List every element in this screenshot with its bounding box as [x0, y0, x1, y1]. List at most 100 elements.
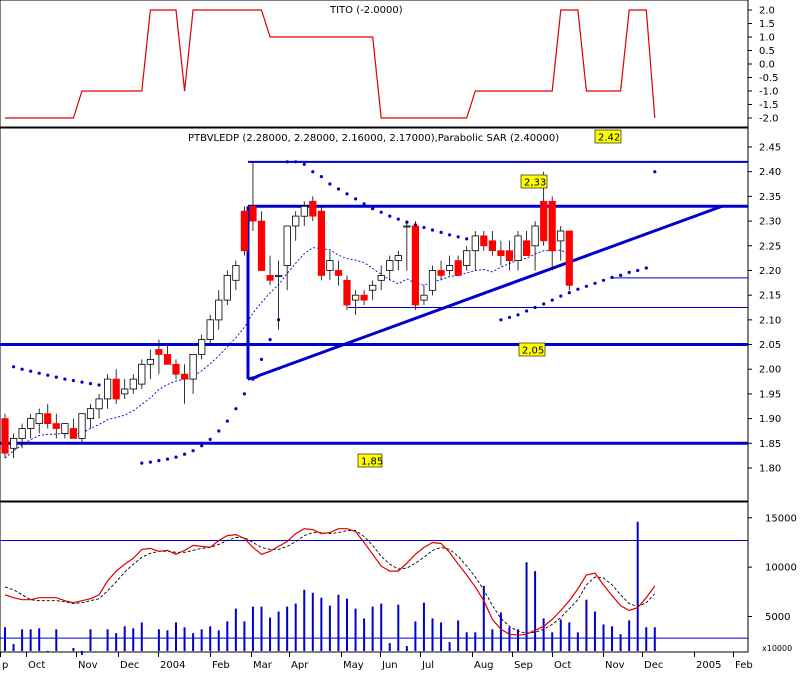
- sar-dot: [379, 210, 383, 214]
- x-tick-label: Jul: [421, 660, 434, 671]
- candle-body: [232, 265, 240, 281]
- candle-body: [129, 378, 137, 390]
- sar-dot: [285, 160, 289, 164]
- sar-dot: [191, 449, 195, 453]
- sar-dot: [97, 383, 101, 387]
- candle-body: [155, 349, 163, 355]
- candle-body: [428, 270, 437, 291]
- sar-dot: [627, 270, 631, 274]
- price-title: PTBVLEDP (2.28000, 2.28000, 2.16000, 2.1…: [188, 133, 559, 144]
- candle-body: [283, 225, 291, 266]
- sar-dot: [542, 302, 546, 306]
- price-tick-label: 1.80: [759, 464, 781, 475]
- price-panel: PTBVLEDP (2.28000, 2.28000, 2.16000, 2.1…: [0, 129, 781, 475]
- tito-title: TITO (-2.0000): [329, 5, 403, 16]
- candle-body: [309, 200, 317, 217]
- tito-tick-label: 0.0: [759, 60, 775, 71]
- x-axis: p Oct Nov Dec 2004 Feb Mar Apr May Jun Jul Aug Sep Oc…: [0, 652, 753, 671]
- sar-dot: [37, 371, 41, 375]
- candle-body: [488, 240, 497, 252]
- candle-body: [274, 274, 283, 277]
- sar-dot: [354, 197, 358, 201]
- candle-body: [104, 378, 112, 400]
- candle-body: [343, 279, 351, 306]
- sar-dot: [533, 305, 537, 310]
- candle-body: [454, 260, 462, 276]
- candle-body: [523, 240, 531, 257]
- candle-body: [223, 274, 231, 301]
- sar-dot: [328, 182, 332, 186]
- candle-body: [35, 413, 43, 425]
- x-tick-label: Feb: [212, 660, 230, 671]
- candle-body: [146, 358, 154, 365]
- candle-body: [471, 235, 479, 252]
- sar-dot: [71, 379, 75, 383]
- candle-body: [377, 274, 385, 281]
- tito-tick-label: -2.0: [759, 114, 779, 125]
- sar-dot: [259, 357, 264, 361]
- sar-dot: [345, 192, 349, 196]
- candle-body: [189, 353, 197, 380]
- candle-body: [497, 250, 505, 256]
- sar-dot: [140, 461, 144, 465]
- sar-dot: [610, 275, 614, 279]
- price-tick-label: 2.40: [759, 167, 781, 178]
- candle-body: [394, 255, 402, 261]
- price-tick-label: 1.85: [759, 439, 781, 450]
- candle-body: [505, 250, 514, 261]
- price-annotation-box: [518, 342, 546, 357]
- sar-dot: [234, 407, 238, 411]
- price-tick-label: 2.20: [759, 266, 781, 277]
- candle-body: [369, 284, 377, 291]
- sar-dot: [46, 373, 50, 377]
- x-tick-label: Dec: [644, 660, 663, 671]
- candle-body: [300, 205, 308, 217]
- oscillator-line: [4, 528, 656, 636]
- sar-dot: [362, 202, 366, 206]
- sar-dot: [507, 315, 512, 319]
- candle-body: [351, 294, 360, 301]
- sar-dot: [653, 170, 657, 174]
- candle-body: [180, 373, 189, 380]
- sar-dot: [20, 367, 24, 371]
- x-tick-label: Mar: [253, 660, 273, 671]
- sar-dot: [319, 175, 323, 179]
- price-annotation-label: 2,05: [522, 346, 544, 357]
- sar-dot: [80, 380, 84, 384]
- price-tick-label: 1.95: [759, 389, 781, 400]
- sar-dot: [396, 217, 400, 221]
- x-tick-label: Oct: [554, 660, 571, 671]
- x-tick-label: Apr: [291, 660, 309, 671]
- candle-body: [360, 294, 368, 301]
- sar-dot: [302, 162, 306, 166]
- candle-body: [44, 413, 52, 425]
- candle-body: [9, 437, 18, 449]
- sar-dot: [567, 291, 571, 295]
- candlesticks: [1, 161, 573, 459]
- sar-dot: [439, 230, 443, 234]
- sar-dot: [456, 235, 460, 239]
- candle-body: [95, 398, 103, 410]
- candle-body: [86, 408, 95, 420]
- candle-body: [445, 265, 454, 271]
- candle-body: [463, 250, 471, 266]
- sar-dot: [601, 278, 606, 282]
- price-annotation-box: [357, 453, 383, 468]
- price-tick-label: 2.10: [759, 315, 781, 326]
- parabolic-sar-dots: [12, 160, 657, 465]
- x-tick-label: Dec: [120, 660, 139, 671]
- sar-dot: [174, 455, 178, 459]
- candle-body: [292, 215, 300, 227]
- sar-dot: [619, 273, 623, 277]
- x-tick-label: p: [2, 660, 8, 671]
- price-tick-label: 2.05: [759, 340, 781, 351]
- price-tick-label: 2.35: [759, 192, 781, 203]
- sar-dot: [200, 444, 204, 448]
- sar-dot: [516, 313, 520, 317]
- tito-panel: TITO (-2.0000) 2.0 1.5 1.0 0.5 0.0 -0.5 -1.0 -1…: [5, 5, 779, 125]
- candle-body: [78, 413, 86, 439]
- sar-dot: [217, 429, 221, 433]
- price-axis-ticks: 2.45 2.40 2.35 2.30 2.25 2.20 2.15 2.10 2.05 2.00…: [748, 143, 781, 475]
- unit-label: x10000: [762, 644, 792, 653]
- tito-tick-label: 2.0: [759, 6, 775, 17]
